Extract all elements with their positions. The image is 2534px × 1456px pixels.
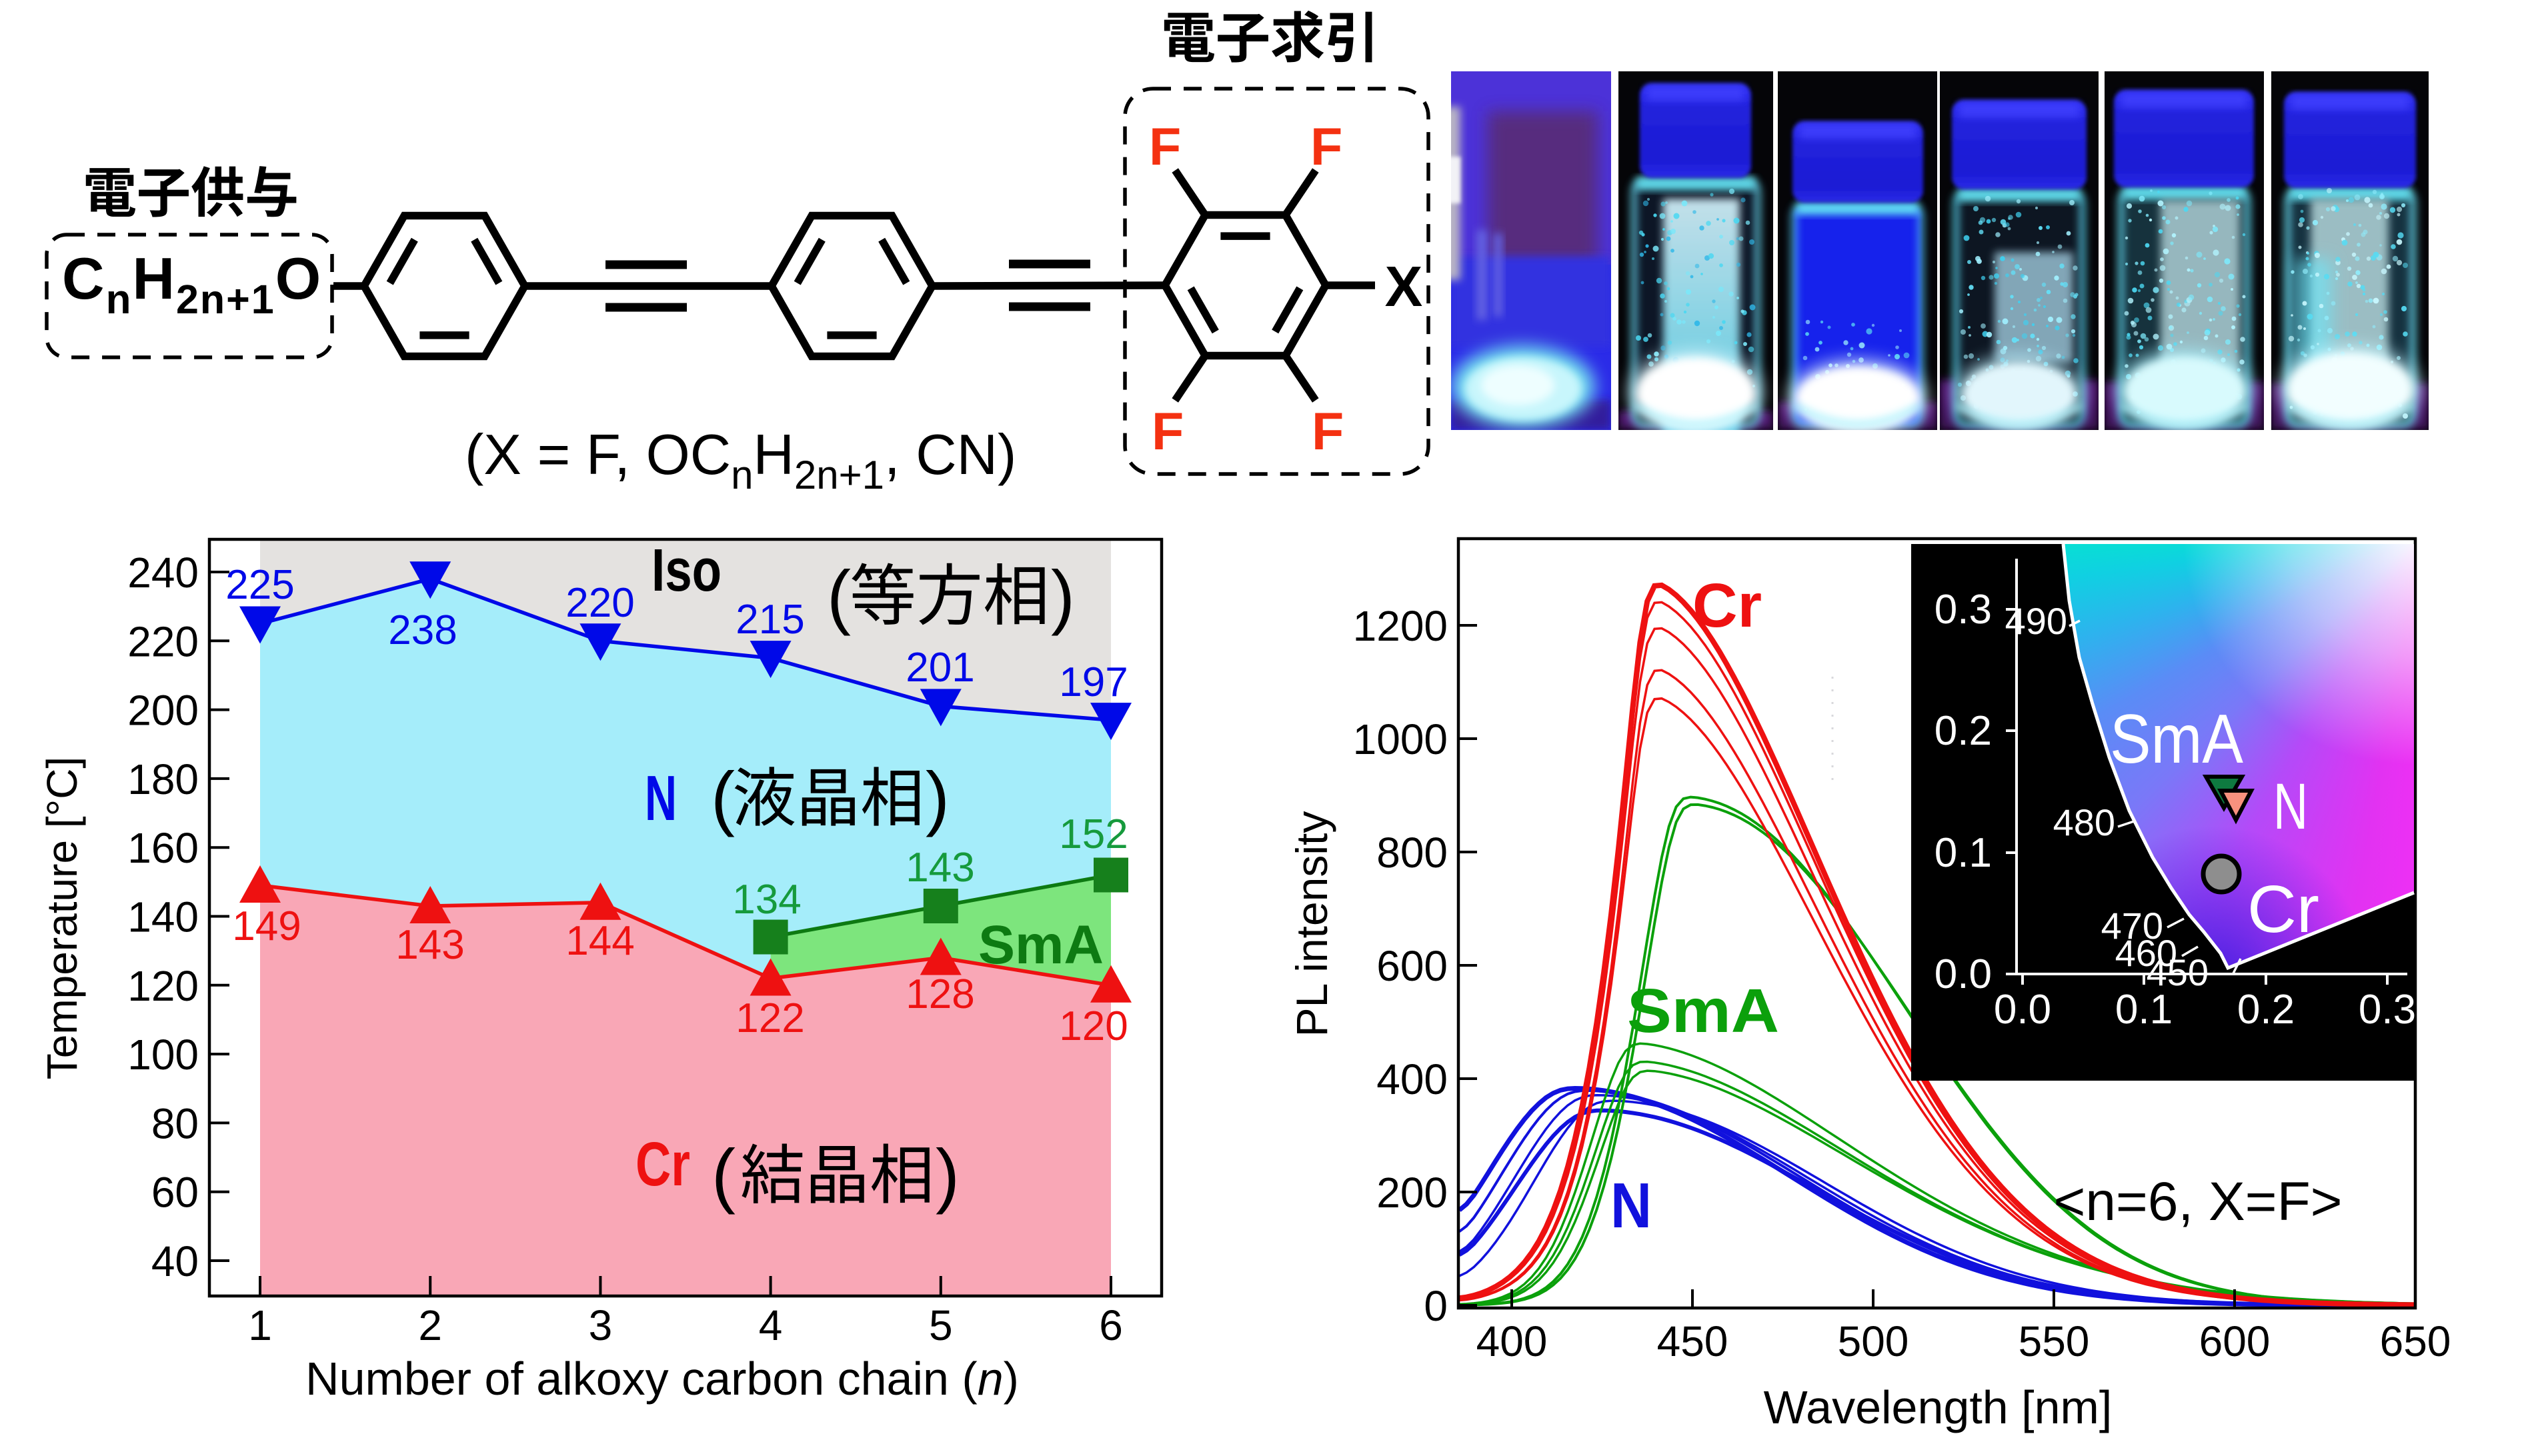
svg-text:500: 500 bbox=[1838, 1317, 1909, 1365]
svg-text:600: 600 bbox=[2199, 1317, 2271, 1365]
svg-text:6: 6 bbox=[1099, 1301, 1123, 1349]
svg-text:0.3: 0.3 bbox=[1935, 587, 1992, 633]
svg-text:120: 120 bbox=[1059, 1003, 1128, 1049]
svg-text:(: ( bbox=[827, 555, 851, 636]
svg-text:2: 2 bbox=[418, 1301, 442, 1349]
svg-text:400: 400 bbox=[1376, 1055, 1448, 1103]
svg-text:0.3: 0.3 bbox=[2359, 987, 2416, 1033]
svg-text:): ) bbox=[936, 1134, 960, 1215]
svg-text:143: 143 bbox=[906, 845, 974, 891]
svg-text:0.2: 0.2 bbox=[1935, 708, 1992, 754]
svg-text:160: 160 bbox=[127, 824, 199, 872]
svg-text:PL intensity: PL intensity bbox=[1287, 811, 1336, 1037]
svg-text:470: 470 bbox=[2101, 905, 2163, 947]
svg-text:238: 238 bbox=[388, 607, 457, 653]
svg-text:200: 200 bbox=[1376, 1169, 1448, 1217]
svg-text:225: 225 bbox=[225, 562, 294, 608]
svg-text:450: 450 bbox=[2147, 951, 2209, 993]
svg-text:(: ( bbox=[711, 757, 735, 837]
svg-text:N: N bbox=[1610, 1170, 1652, 1241]
svg-text:1: 1 bbox=[248, 1301, 272, 1349]
svg-text:Cr: Cr bbox=[2247, 872, 2319, 947]
svg-text:Iso: Iso bbox=[652, 537, 722, 604]
svg-text:Cr: Cr bbox=[636, 1129, 690, 1199]
svg-text:152: 152 bbox=[1059, 811, 1128, 857]
svg-text:Number of alkoxy carbon chain: Number of alkoxy carbon chain (n) bbox=[305, 1353, 1019, 1405]
svg-text:N: N bbox=[645, 763, 677, 834]
svg-text:40: 40 bbox=[151, 1237, 199, 1285]
svg-text:Cr: Cr bbox=[1692, 571, 1762, 640]
svg-text:1000: 1000 bbox=[1353, 715, 1448, 763]
svg-text:200: 200 bbox=[127, 687, 199, 735]
svg-text:220: 220 bbox=[565, 580, 634, 626]
svg-text:143: 143 bbox=[395, 922, 464, 968]
svg-text:0.1: 0.1 bbox=[2115, 987, 2173, 1033]
svg-text:800: 800 bbox=[1376, 829, 1448, 877]
svg-text:140: 140 bbox=[127, 893, 199, 941]
svg-text:460: 460 bbox=[2115, 932, 2177, 974]
svg-text:600: 600 bbox=[1376, 942, 1448, 990]
svg-text:650: 650 bbox=[2380, 1317, 2451, 1365]
svg-text:F: F bbox=[1152, 401, 1184, 461]
svg-text:197: 197 bbox=[1059, 659, 1128, 705]
svg-text:F: F bbox=[1312, 401, 1344, 461]
svg-text:450: 450 bbox=[1657, 1317, 1728, 1365]
svg-text:134: 134 bbox=[732, 877, 801, 923]
svg-text:490: 490 bbox=[2005, 600, 2067, 642]
svg-text:480: 480 bbox=[2053, 801, 2115, 843]
svg-text:215: 215 bbox=[736, 597, 804, 643]
svg-text:0.0: 0.0 bbox=[1935, 951, 1992, 997]
svg-text:100: 100 bbox=[127, 1031, 199, 1079]
svg-text:122: 122 bbox=[736, 995, 804, 1041]
svg-text:(: ( bbox=[712, 1134, 736, 1215]
svg-text:0.2: 0.2 bbox=[2237, 987, 2295, 1033]
svg-text:550: 550 bbox=[2019, 1317, 2090, 1365]
svg-text:0: 0 bbox=[1424, 1282, 1448, 1330]
svg-text:SmA: SmA bbox=[978, 915, 1104, 975]
svg-text:Temperature [°C]: Temperature [°C] bbox=[38, 757, 86, 1079]
svg-text:SmA: SmA bbox=[2110, 701, 2244, 778]
svg-text:N: N bbox=[2273, 770, 2308, 843]
svg-text:Wavelength [nm]: Wavelength [nm] bbox=[1764, 1381, 2113, 1433]
svg-text:128: 128 bbox=[906, 971, 974, 1017]
svg-text:60: 60 bbox=[151, 1169, 199, 1217]
svg-text:F: F bbox=[1310, 117, 1342, 176]
svg-text:1200: 1200 bbox=[1353, 602, 1448, 650]
svg-text:400: 400 bbox=[1476, 1317, 1548, 1365]
svg-text:0.1: 0.1 bbox=[1935, 830, 1992, 876]
svg-text:180: 180 bbox=[127, 755, 199, 803]
svg-text:120: 120 bbox=[127, 962, 199, 1010]
svg-text:220: 220 bbox=[127, 617, 199, 665]
svg-text:4: 4 bbox=[759, 1301, 783, 1349]
svg-text:5: 5 bbox=[929, 1301, 953, 1349]
svg-text:F: F bbox=[1149, 117, 1181, 176]
svg-text:149: 149 bbox=[232, 903, 301, 949]
svg-text:): ) bbox=[926, 757, 950, 837]
svg-text:0.0: 0.0 bbox=[1994, 987, 2051, 1033]
svg-text:144: 144 bbox=[565, 918, 634, 964]
svg-text:SmA: SmA bbox=[1627, 976, 1779, 1045]
svg-text:(X = F, OCnH2n+1, CN): (X = F, OCnH2n+1, CN) bbox=[465, 423, 1016, 497]
svg-text:<n=6, X=F>: <n=6, X=F> bbox=[2053, 1171, 2342, 1232]
svg-text:80: 80 bbox=[151, 1099, 199, 1147]
svg-text:CnH2n+1O: CnH2n+1O bbox=[62, 245, 322, 323]
svg-text:240: 240 bbox=[127, 549, 199, 597]
svg-text:3: 3 bbox=[589, 1301, 613, 1349]
svg-text:201: 201 bbox=[906, 645, 974, 691]
svg-text:): ) bbox=[1051, 555, 1075, 636]
svg-text:X: X bbox=[1385, 255, 1423, 319]
